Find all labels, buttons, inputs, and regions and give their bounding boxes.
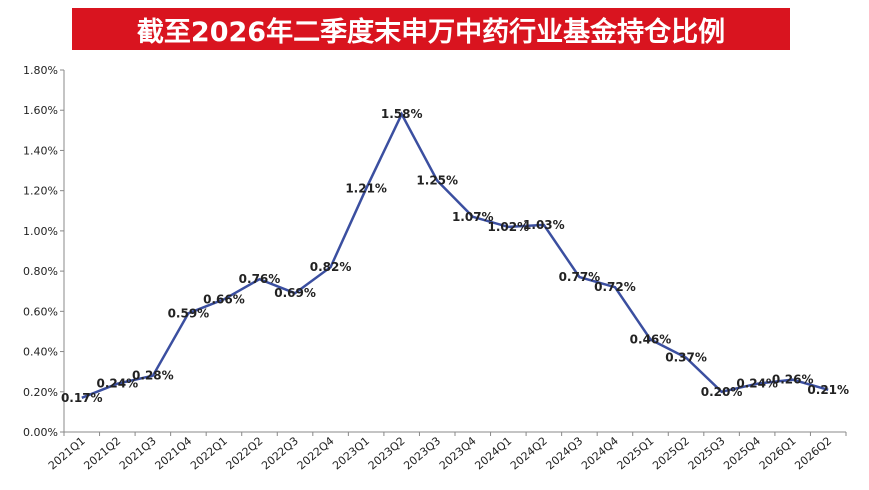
x-tick-label: 2023Q2 xyxy=(366,434,408,472)
data-label: 0.59% xyxy=(168,306,210,320)
data-label: 1.21% xyxy=(345,182,387,196)
y-tick-label: 0.20% xyxy=(23,386,58,399)
data-label: 0.46% xyxy=(630,332,672,346)
x-tick-label: 2024Q3 xyxy=(544,434,586,472)
x-tick-label: 2025Q3 xyxy=(686,434,728,472)
data-label: 0.37% xyxy=(665,351,707,365)
x-tick-label: 2024Q2 xyxy=(508,434,550,472)
data-label: 1.02% xyxy=(487,220,529,234)
x-tick-label: 2026Q2 xyxy=(792,434,834,472)
y-tick-label: 0.60% xyxy=(23,305,58,318)
x-tick-label: 2023Q4 xyxy=(437,434,479,472)
x-tick-label: 2024Q4 xyxy=(579,434,621,472)
x-tick-labels: 2021Q12021Q22021Q32021Q42022Q12022Q22022… xyxy=(46,432,847,472)
x-tick-label: 2023Q3 xyxy=(401,434,443,472)
data-label: 0.20% xyxy=(701,385,743,399)
y-tick-label: 0.00% xyxy=(23,426,58,439)
data-label: 1.25% xyxy=(416,174,458,188)
data-label: 1.07% xyxy=(452,210,494,224)
x-tick-label: 2023Q1 xyxy=(330,434,372,472)
data-label: 0.17% xyxy=(61,391,103,405)
x-tick-label: 2021Q4 xyxy=(153,434,195,472)
data-label: 0.21% xyxy=(807,383,849,397)
x-tick-label: 2024Q1 xyxy=(472,434,514,472)
data-label: 0.66% xyxy=(203,292,245,306)
y-tick-label: 0.80% xyxy=(23,265,58,278)
data-label: 0.82% xyxy=(310,260,352,274)
y-tick-label: 0.40% xyxy=(23,346,58,359)
data-label: 0.24% xyxy=(96,377,138,391)
data-label: 0.69% xyxy=(274,286,316,300)
data-label: 0.28% xyxy=(132,369,174,383)
y-tick-label: 1.60% xyxy=(23,104,58,117)
data-label: 0.72% xyxy=(594,280,636,294)
data-label: 0.76% xyxy=(239,272,281,286)
data-label: 1.58% xyxy=(381,107,423,121)
y-tick-label: 1.80% xyxy=(23,64,58,77)
y-tick-label: 1.00% xyxy=(23,225,58,238)
series-line xyxy=(81,111,829,399)
x-tick-label: 2025Q2 xyxy=(650,434,692,472)
y-tick-label: 1.40% xyxy=(23,144,58,157)
x-tick-label: 2022Q2 xyxy=(224,434,266,472)
x-tick-label: 2022Q4 xyxy=(295,434,337,472)
x-tick-label: 2022Q3 xyxy=(259,434,301,472)
y-tick-labels: 0.00% 0.20% 0.40% 0.60% 0.80% 1.00% 1.20% 1.40%… xyxy=(23,64,64,439)
x-tick-label: 2022Q1 xyxy=(188,434,230,472)
y-tick-label: 1.20% xyxy=(23,185,58,198)
x-tick-label: 2021Q1 xyxy=(46,434,88,472)
data-labels: 0.17%0.24%0.28%0.59%0.66%0.76%0.69%0.82%… xyxy=(61,107,849,405)
x-tick-label: 2021Q3 xyxy=(117,434,159,472)
x-tick-label: 2025Q4 xyxy=(721,434,763,472)
data-label: 0.77% xyxy=(559,270,601,284)
axes xyxy=(63,70,846,433)
data-label: 1.03% xyxy=(523,218,565,232)
x-tick-label: 2021Q2 xyxy=(81,434,123,472)
chart-title: 截至2026年二季度末申万中药行业基金持仓比例 xyxy=(72,8,790,50)
x-tick-label: 2026Q1 xyxy=(757,434,799,472)
x-tick-label: 2025Q1 xyxy=(615,434,657,472)
data-label: 0.24% xyxy=(736,377,778,391)
data-label: 0.26% xyxy=(772,373,814,387)
